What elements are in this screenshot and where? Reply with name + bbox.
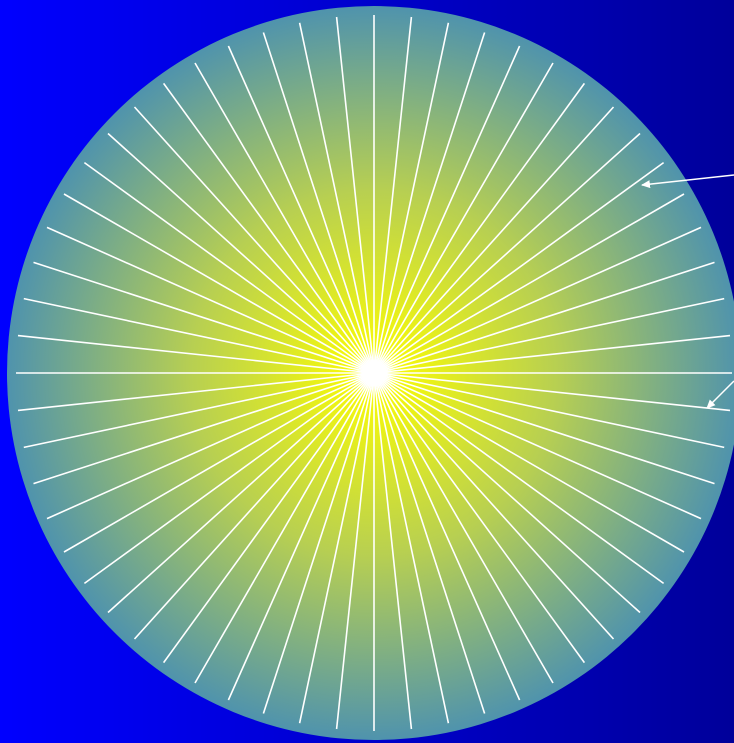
spoke-line [373,45,521,374]
spoke-line [373,372,702,520]
spoke-line [373,372,685,553]
spoke-line [63,372,375,553]
spoke-line [162,372,375,664]
spoke-line [373,372,665,585]
spoke-line [83,161,375,374]
spoke-line [373,32,486,374]
spoke-line [335,372,375,730]
spoke-line [23,297,375,374]
spoke-line [262,372,375,714]
spoke-line [33,372,375,485]
spoke-line [133,372,375,640]
spoke-line [373,132,641,374]
callout-arrow-upper [641,174,734,189]
spoke-line [194,62,375,374]
spoke-line [298,372,375,724]
spoke-line [46,372,375,520]
spoke-line [33,261,375,374]
spoke-line [373,161,665,374]
spoke-line [262,32,375,374]
spoke-line [373,372,731,412]
spoke-line [373,22,450,374]
spoke-line [373,372,641,614]
spoke-line [194,372,375,684]
spoke-line [373,297,725,374]
spoke-line [227,45,375,374]
spoke-line [373,372,521,701]
spoke-line [373,16,413,374]
spoke-line [373,372,615,640]
spoke-line [46,226,375,374]
spoke-line [298,22,375,374]
spoke-line [17,334,375,374]
spoke-line [23,372,375,449]
spoke-line [373,372,715,485]
callout-arrow-lower [706,380,734,409]
spoke-line [373,372,725,449]
spoke-line [162,82,375,374]
spoke-line [373,193,685,374]
spoke-line [107,132,375,374]
spoke-line [227,372,375,701]
spoke-line [373,334,731,374]
spoke-line [373,62,554,374]
spoke-line [373,226,702,374]
spoke-line [373,372,586,664]
spoke-line [83,372,375,585]
spoke-line [373,372,413,730]
spoke-line [373,106,615,374]
spokes-group [16,15,732,731]
spoke-line [373,82,586,374]
spoke-line [17,372,375,412]
spoke-line [107,372,375,614]
spoke-line [373,261,715,374]
spoke-line [63,193,375,374]
spoke-line [373,372,554,684]
spoke-line [335,16,375,374]
spoke-line [373,372,450,724]
spoke-line [373,372,486,714]
spoke-line [133,106,375,374]
